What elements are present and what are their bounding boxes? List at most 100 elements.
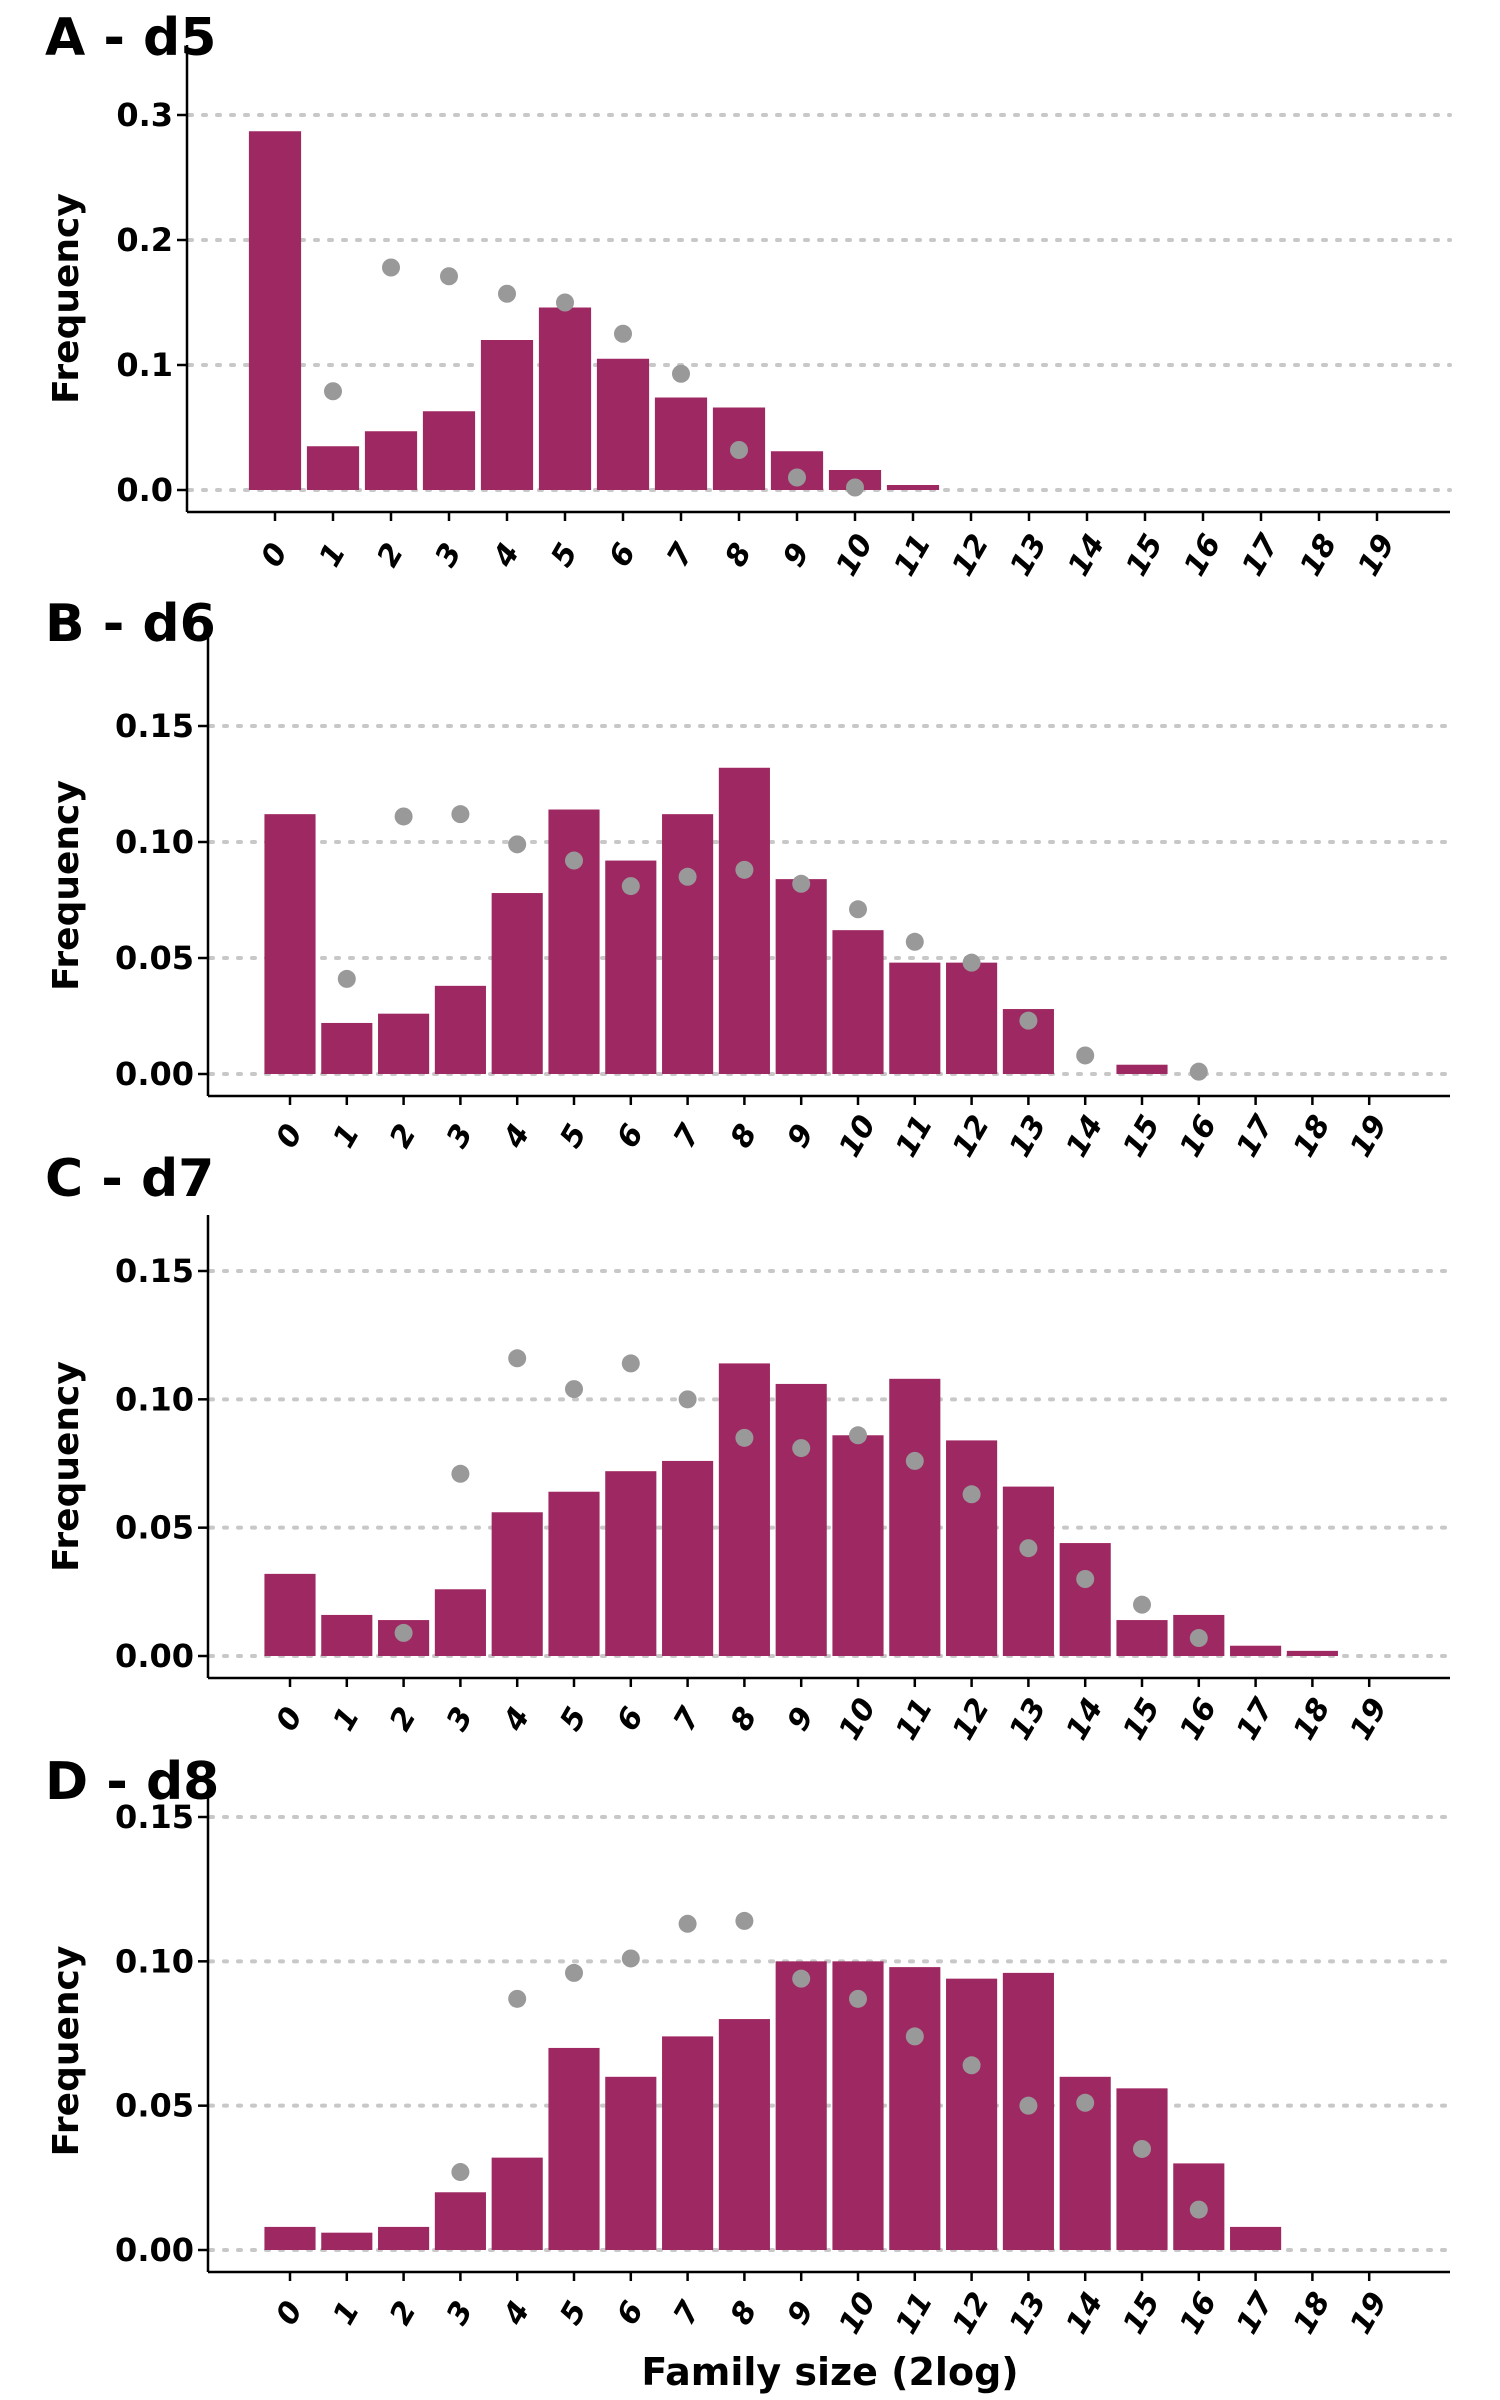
x-tick-label: 7 (667, 1701, 708, 1737)
x-tick-label: 12 (946, 1109, 997, 1163)
data-point (849, 1426, 867, 1445)
bar (662, 814, 714, 1074)
x-tick-label: 5 (544, 537, 585, 573)
bar (889, 1378, 941, 1656)
x-tick-label: 4 (486, 537, 527, 573)
data-point (440, 267, 458, 286)
x-tick-label: 1 (326, 2295, 367, 2331)
bar (491, 893, 543, 1074)
x-tick-label: 12 (946, 2286, 997, 2340)
x-tick-label: 4 (496, 1701, 537, 1737)
y-tick-label: 0.05 (115, 939, 194, 977)
data-point (672, 364, 690, 383)
data-point (730, 441, 748, 459)
x-tick-label: 11 (889, 1109, 940, 1163)
x-tick-label: 8 (724, 1701, 765, 1737)
data-point (508, 1349, 527, 1368)
x-tick-label: 13 (1003, 1692, 1054, 1746)
data-point (792, 874, 811, 893)
x-tick-label: 11 (887, 528, 938, 582)
x-tick-label: 6 (610, 2295, 651, 2331)
bar (662, 2036, 714, 2250)
data-point (1133, 2139, 1151, 2158)
bar (434, 985, 486, 1074)
y-tick-label: 0.15 (115, 1252, 194, 1290)
data-point (962, 1485, 981, 1504)
x-tick-label: 10 (832, 1692, 883, 1746)
x-tick-label: 18 (1287, 1692, 1338, 1746)
y-tick-label: 0.00 (115, 1055, 194, 1093)
x-tick-label: 17 (1235, 528, 1286, 582)
bar (306, 446, 360, 490)
data-point (337, 969, 356, 988)
data-point (556, 293, 574, 312)
bar (718, 767, 770, 1074)
data-point (905, 2027, 924, 2046)
bar (434, 2192, 486, 2250)
panel-title: B - d6 (45, 594, 216, 654)
x-tick-label: 0 (269, 1701, 310, 1737)
x-tick-label: 16 (1173, 1109, 1224, 1163)
x-axis-label: Family size (2log) (641, 2350, 1018, 2394)
x-tick-label: 1 (326, 1701, 367, 1737)
bar (605, 2076, 657, 2250)
x-tick-label: 17 (1230, 2286, 1281, 2340)
data-point (1189, 1629, 1208, 1648)
x-tick-label: 10 (832, 2286, 883, 2340)
y-tick-label: 0.05 (115, 2087, 194, 2125)
bar (889, 962, 941, 1074)
bar (491, 2157, 543, 2250)
bar (538, 307, 592, 490)
data-point (849, 1989, 867, 2008)
x-tick-label: 6 (602, 537, 643, 573)
x-tick-label: 16 (1173, 1692, 1224, 1746)
bar (491, 1512, 543, 1656)
data-point (508, 1989, 527, 2008)
data-point (1076, 2093, 1095, 2112)
data-point (962, 953, 981, 972)
bar (775, 879, 827, 1074)
x-tick-label: 0 (254, 537, 295, 573)
data-point (678, 1914, 697, 1933)
bar (1116, 2088, 1168, 2250)
x-tick-label: 6 (610, 1118, 651, 1154)
bar (422, 411, 476, 490)
x-tick-label: 13 (1003, 1109, 1054, 1163)
bar (718, 1363, 770, 1656)
x-tick-label: 9 (781, 1701, 822, 1737)
data-point (382, 258, 400, 277)
data-point (621, 1949, 640, 1968)
y-tick-label: 0.15 (115, 707, 194, 745)
y-tick-label: 0.10 (115, 823, 194, 861)
bar (889, 1967, 941, 2250)
bar (548, 809, 600, 1074)
bar (248, 131, 302, 490)
bar (775, 1961, 827, 2250)
bar (775, 1383, 827, 1656)
data-point (846, 478, 864, 497)
x-tick-label: 11 (889, 1692, 940, 1746)
x-tick-label: 16 (1173, 2286, 1224, 2340)
bar (264, 814, 316, 1074)
data-point (1019, 2096, 1038, 2115)
data-point (508, 835, 527, 854)
data-point (451, 2163, 470, 2182)
data-point (565, 851, 583, 870)
x-tick-label: 18 (1287, 2286, 1338, 2340)
data-point (1076, 1570, 1095, 1588)
data-point (1076, 1046, 1095, 1065)
x-tick-label: 5 (553, 1118, 594, 1154)
data-point (1133, 1595, 1151, 1614)
x-tick-label: 17 (1230, 1109, 1281, 1163)
x-tick-label: 7 (667, 2295, 708, 2331)
bar (264, 1573, 316, 1656)
x-tick-label: 17 (1230, 1692, 1281, 1746)
y-tick-label: 0.05 (115, 1509, 194, 1547)
data-point (1189, 1062, 1208, 1081)
bar (434, 1589, 486, 1656)
x-tick-label: 7 (667, 1118, 708, 1154)
y-axis-label: Frequency (46, 1946, 87, 2157)
x-tick-label: 18 (1287, 1109, 1338, 1163)
bar (548, 2047, 600, 2250)
x-tick-label: 11 (889, 2286, 940, 2340)
